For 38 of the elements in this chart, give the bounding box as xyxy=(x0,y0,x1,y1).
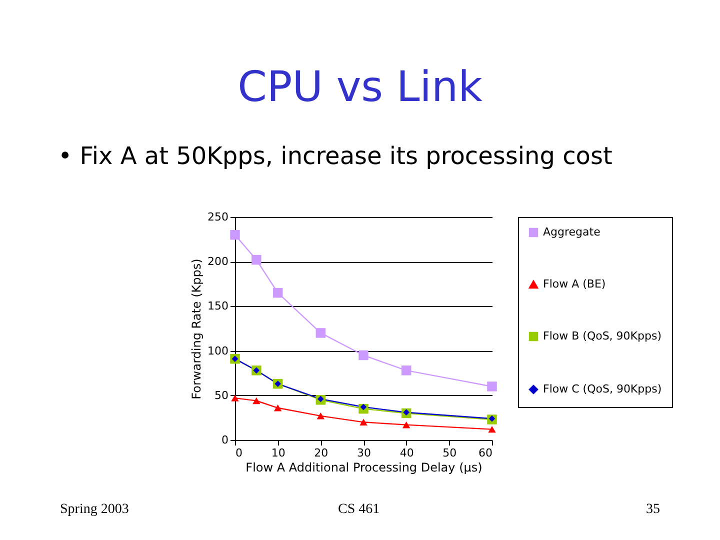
x-tick-label: 10 xyxy=(271,446,286,460)
chart-subtitle: • Fix A at 50Kpps, increase its processing cost xyxy=(58,142,612,170)
point xyxy=(272,288,283,298)
point xyxy=(401,366,412,376)
point xyxy=(252,397,260,404)
y-tick-label: 250 xyxy=(208,210,228,224)
point xyxy=(230,230,240,240)
y-axis-title: Forwarding Rate (Kpps) xyxy=(190,258,204,400)
legend-label: Flow A (BE) xyxy=(543,278,606,290)
y-tick-label: 50 xyxy=(214,388,228,402)
point xyxy=(402,421,410,428)
chart-title: CPU vs Link xyxy=(236,62,484,111)
x-tick-label: 60 xyxy=(478,446,492,460)
x-tick-label: 20 xyxy=(314,446,328,460)
x-tick-label: 50 xyxy=(442,446,457,460)
legend-label: Flow C (QoS, 90Kpps) xyxy=(543,382,662,396)
point xyxy=(488,415,496,422)
point xyxy=(487,382,497,392)
text: Spring 2003 xyxy=(60,502,129,518)
point xyxy=(316,328,326,338)
point xyxy=(274,404,282,412)
point xyxy=(252,254,262,265)
legend-label: Aggregate xyxy=(543,226,601,238)
legend-label: Flow B (QoS, 90Kpps) xyxy=(543,330,662,342)
x-tick-label: 40 xyxy=(400,446,414,460)
point xyxy=(488,426,496,433)
text: 35 xyxy=(646,502,660,518)
y-tick-label: 100 xyxy=(208,344,228,358)
point xyxy=(316,412,325,420)
y-tick-label: 200 xyxy=(208,255,228,268)
point xyxy=(358,350,368,360)
y-tick-label: 150 xyxy=(208,300,228,313)
x-axis-title: Flow A Additional Processing Delay (µs) xyxy=(246,460,482,474)
text: CS 461 xyxy=(338,502,380,518)
point xyxy=(360,418,368,426)
y-tick-label: 0 xyxy=(222,434,228,446)
x-tick-label: 30 xyxy=(357,446,371,460)
x-tick-label: 0 xyxy=(236,446,242,460)
